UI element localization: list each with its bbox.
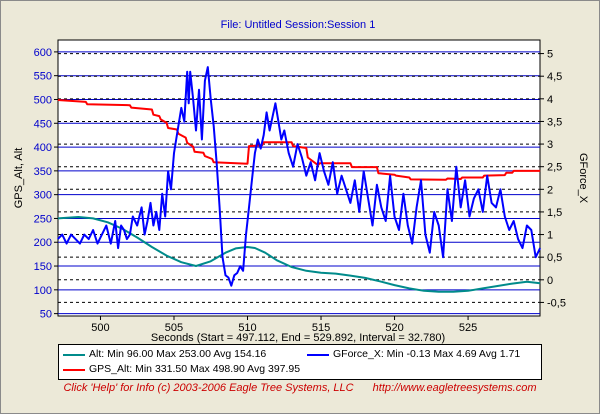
y-tick-label-left: 350 bbox=[34, 166, 52, 178]
x-tick-label: 525 bbox=[459, 322, 477, 334]
y-tick-label-left: 100 bbox=[34, 285, 52, 297]
y-tick-label-right: -0,5 bbox=[547, 297, 566, 309]
x-tick-label: 500 bbox=[91, 322, 109, 334]
y-tick-label-left: 450 bbox=[34, 118, 52, 130]
legend-label-gps-alt: GPS_Alt: Min 331.50 Max 498.90 Avg 397.9… bbox=[89, 363, 301, 375]
series-line-alt bbox=[57, 216, 541, 293]
legend-swatch-gps-alt bbox=[63, 369, 85, 371]
x-axis-label: Seconds (Start = 497.112, End = 529.892,… bbox=[151, 332, 445, 344]
y-tick-label-right: 0 bbox=[547, 275, 553, 287]
y-axis-label-right: GForce_X bbox=[577, 153, 589, 204]
x-tick-label: 505 bbox=[165, 322, 183, 334]
legend-swatch-gforce bbox=[307, 354, 329, 356]
series-layer bbox=[57, 66, 542, 293]
y-tick-label-left: 500 bbox=[34, 94, 52, 106]
legend: Alt: Min 96.00 Max 253.00 Avg 154.16 GFo… bbox=[58, 344, 542, 380]
y-tick-label-right: 1 bbox=[547, 230, 553, 242]
y-tick-label-right: 2 bbox=[547, 184, 553, 196]
legend-swatch-alt bbox=[63, 354, 85, 356]
y-tick-label-right: 1,5 bbox=[547, 207, 562, 219]
tick-layer: 50100150200250300350400450500550600-0,50… bbox=[34, 47, 566, 334]
y-tick-label-right: 2,5 bbox=[547, 162, 562, 174]
series-line-gforce-x bbox=[57, 66, 542, 287]
y-tick-label-left: 600 bbox=[34, 47, 52, 59]
grid-layer bbox=[58, 51, 540, 315]
footer: Click 'Help' for Info (c) 2003-2006 Eagl… bbox=[0, 382, 600, 398]
y-tick-label-left: 150 bbox=[34, 261, 52, 273]
x-tick-label: 520 bbox=[385, 322, 403, 334]
y-tick-label-right: 0,5 bbox=[547, 252, 562, 264]
legend-label-alt: Alt: Min 96.00 Max 253.00 Avg 154.16 bbox=[89, 348, 267, 360]
y-tick-label-right: 4,5 bbox=[547, 71, 562, 83]
y-tick-label-right: 5 bbox=[547, 49, 553, 61]
y-axis-label-left: GPS_Alt, Alt bbox=[13, 148, 25, 209]
x-tick-label: 510 bbox=[238, 322, 256, 334]
y-tick-label-right: 4 bbox=[547, 94, 553, 106]
y-tick-label-left: 250 bbox=[34, 213, 52, 225]
y-tick-label-left: 400 bbox=[34, 142, 52, 154]
y-tick-label-left: 50 bbox=[40, 309, 52, 321]
y-tick-label-left: 200 bbox=[34, 237, 52, 249]
y-tick-label-left: 550 bbox=[34, 71, 52, 83]
y-tick-label-right: 3 bbox=[547, 139, 553, 151]
y-tick-label-left: 300 bbox=[34, 190, 52, 202]
chart-title: File: Untitled Session:Session 1 bbox=[221, 19, 376, 31]
footer-url-link[interactable]: http://www.eagletreesystems.com bbox=[372, 382, 537, 394]
y-tick-label-right: 3,5 bbox=[547, 116, 562, 128]
footer-help-text: Click 'Help' for Info (c) 2003-2006 Eagl… bbox=[63, 382, 354, 394]
legend-label-gforce: GForce_X: Min -0.13 Max 4.69 Avg 1.71 bbox=[333, 348, 521, 360]
x-tick-label: 515 bbox=[312, 322, 330, 334]
